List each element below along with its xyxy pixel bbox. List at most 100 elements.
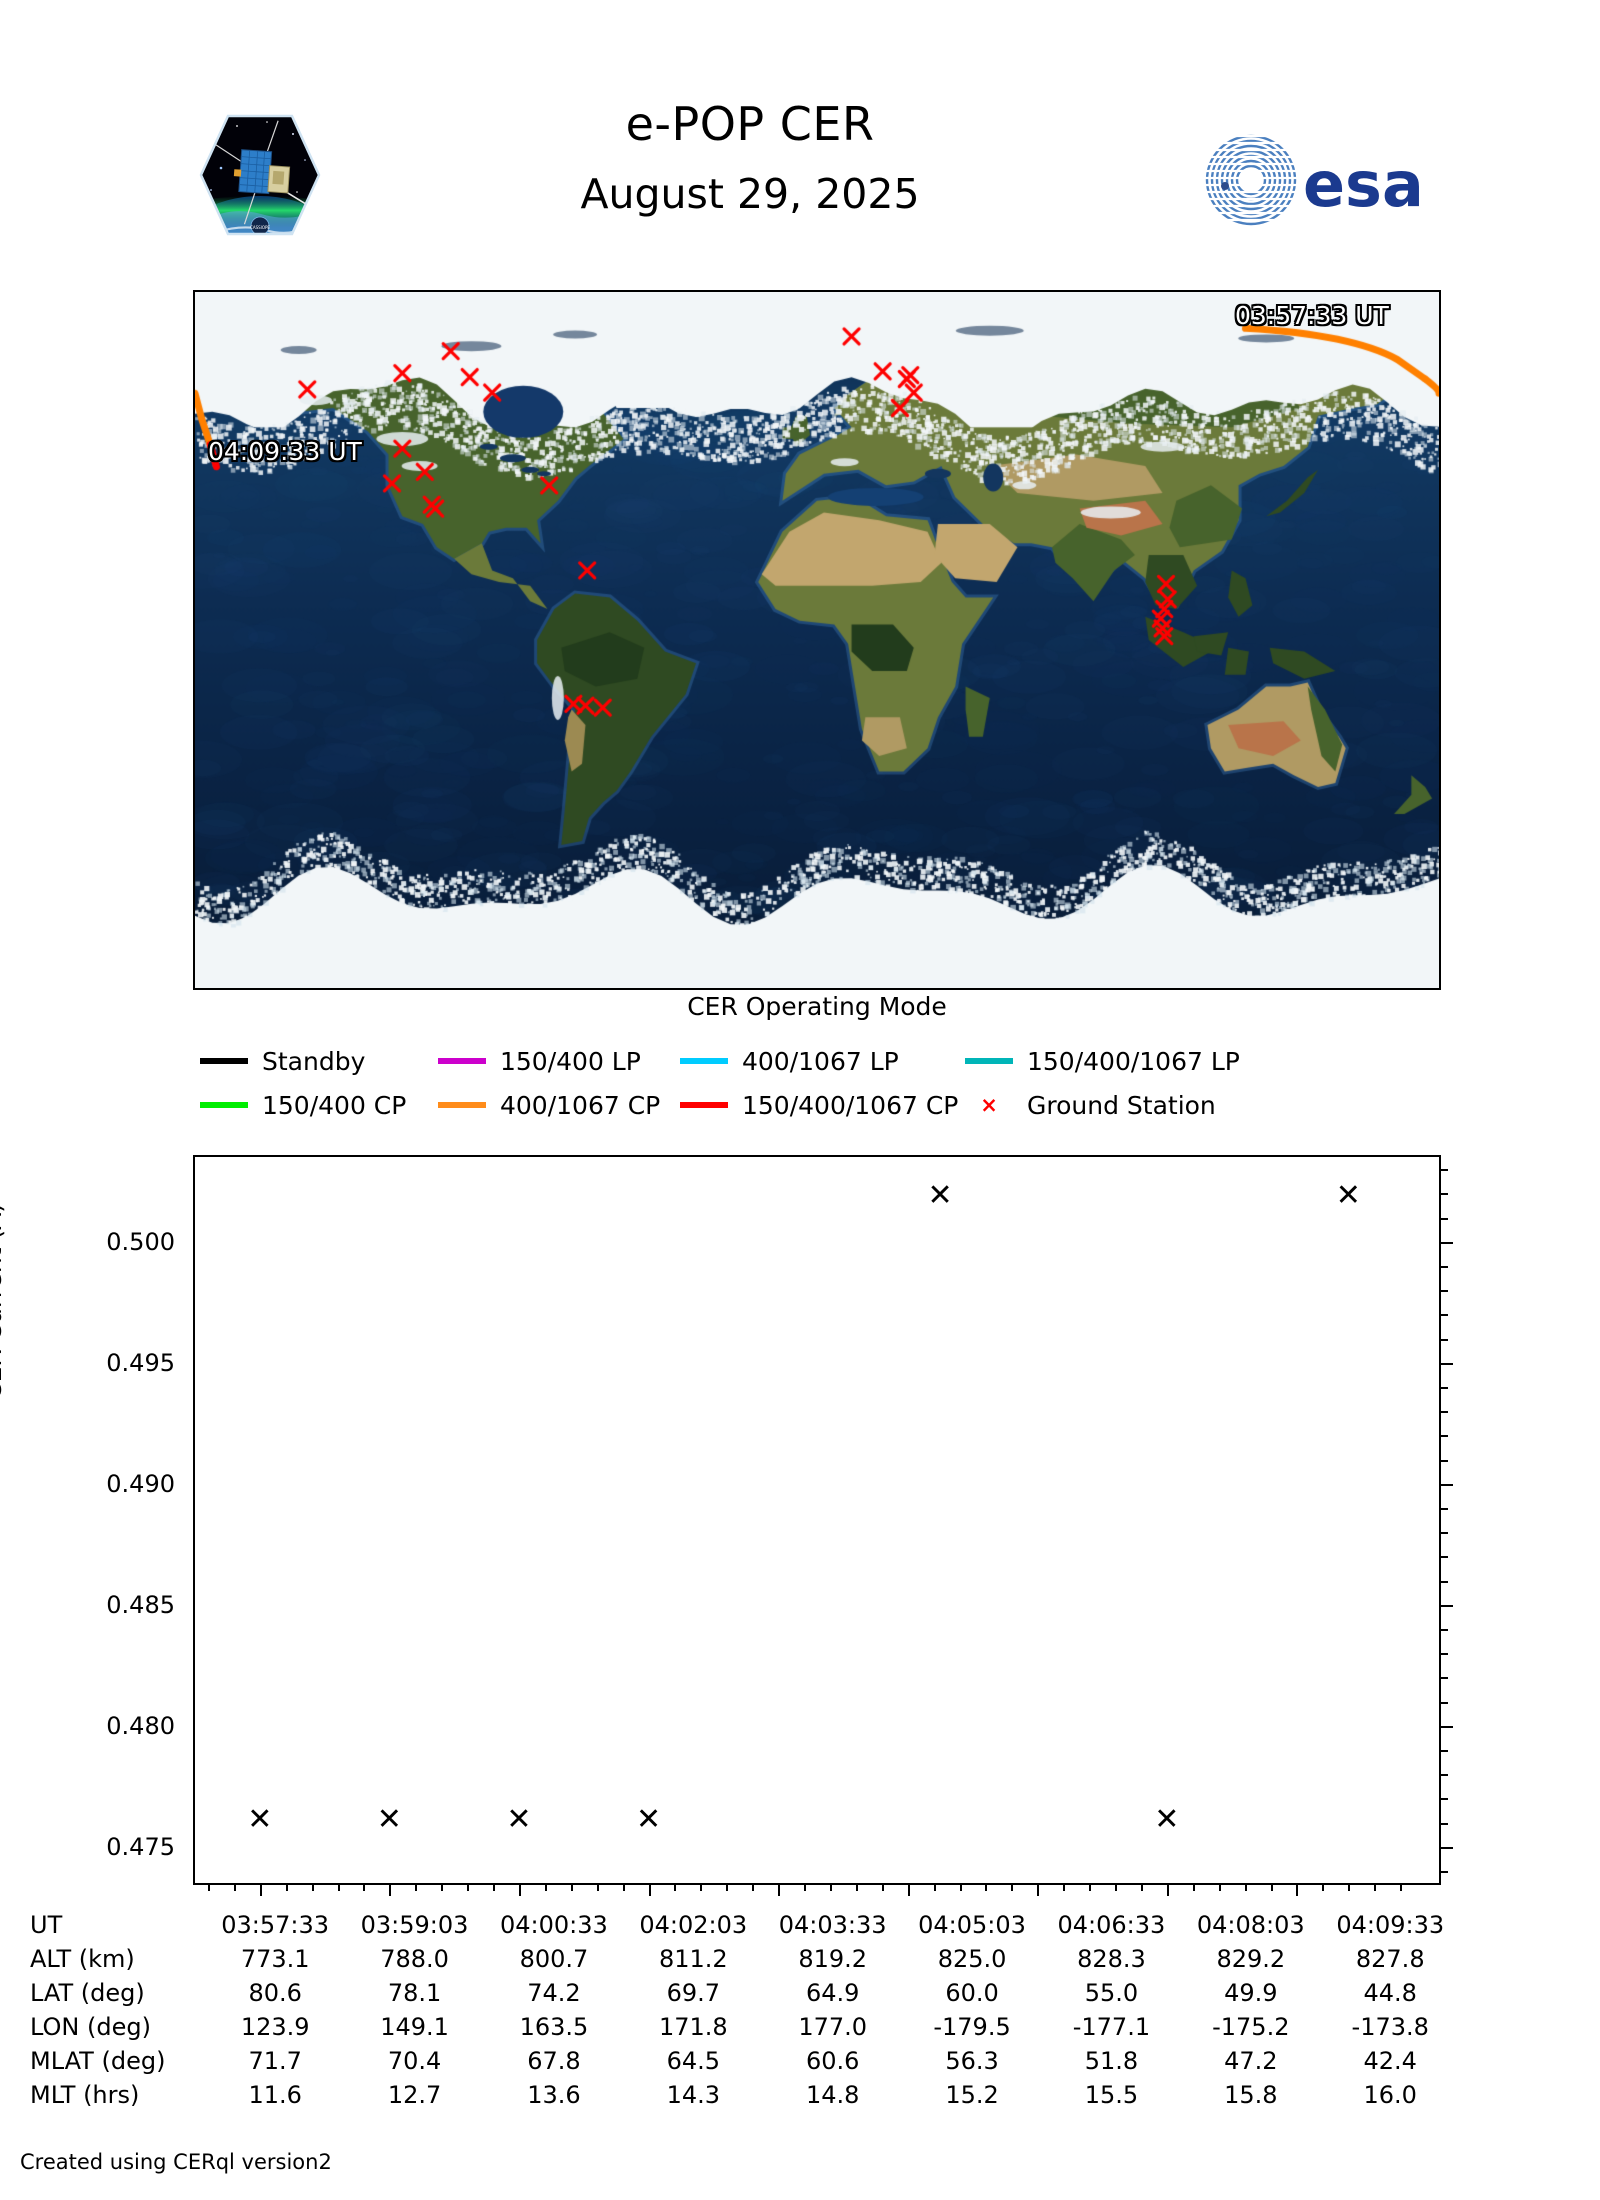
y-axis-major-tick <box>1441 1605 1453 1607</box>
y-axis-tick-label: 0.485 <box>35 1591 175 1619</box>
legend-item-label: 150/400/1067 LP <box>1027 1047 1240 1076</box>
legend-item-label: Ground Station <box>1027 1091 1216 1120</box>
x-axis-minor-tick <box>1400 1883 1402 1891</box>
y-axis-minor-tick <box>1441 1435 1448 1437</box>
legend-item-label: 150/400 CP <box>262 1091 406 1120</box>
legend-row: Standby 150/400 LP 400/1067 LP 150/400/1067… <box>200 1040 1450 1082</box>
table-cell: 811.2 <box>624 1942 763 1976</box>
table-cell: 60.6 <box>763 2044 902 2078</box>
table-cell: 04:06:33 <box>1042 1908 1181 1942</box>
table-cell: 44.8 <box>1320 1976 1460 2010</box>
x-axis-minor-tick <box>830 1883 832 1891</box>
y-axis-minor-tick <box>1441 1314 1448 1316</box>
table-cell: 67.8 <box>484 2044 623 2078</box>
x-axis-minor-tick <box>752 1883 754 1891</box>
legend-item-label: Standby <box>262 1047 365 1076</box>
x-axis-minor-tick <box>856 1883 858 1891</box>
table-cell: 828.3 <box>1042 1942 1181 1976</box>
table-cell: 42.4 <box>1320 2044 1460 2078</box>
y-axis-minor-tick <box>1441 1508 1448 1510</box>
y-axis-minor-tick <box>1441 1266 1448 1268</box>
table-cell: 55.0 <box>1042 1976 1181 2010</box>
y-axis-title: CER Current (A) <box>0 1203 7 1400</box>
plot-data-area: ✕ ✕ ✕ ✕ ✕ ✕ ✕ <box>195 1157 1439 1883</box>
x-axis-minor-tick <box>571 1883 573 1891</box>
x-axis-minor-tick <box>338 1883 340 1891</box>
world-map-panel[interactable] <box>193 290 1441 990</box>
footer-credit: Created using CERql version2 <box>20 2150 332 2174</box>
page-header: CASSIOPE e-POP CER August 29, 2025 <box>0 0 1600 280</box>
y-axis-minor-tick <box>1441 1823 1448 1825</box>
y-axis-minor-tick <box>1441 1556 1448 1558</box>
x-axis-minor-tick <box>1348 1883 1350 1891</box>
table-row-label: UT <box>30 1908 205 1942</box>
x-axis-minor-tick <box>441 1883 443 1891</box>
legend-color-swatch <box>438 1058 486 1064</box>
table-cell: 15.8 <box>1181 2078 1320 2112</box>
x-axis-minor-tick <box>1011 1883 1013 1891</box>
y-axis-minor-tick <box>1441 1581 1448 1583</box>
plot-data-point: ✕ <box>928 1181 953 1211</box>
table-cell: 773.1 <box>205 1942 344 1976</box>
table-cell: -173.8 <box>1320 2010 1460 2044</box>
y-axis-minor-tick <box>1441 1290 1448 1292</box>
ephemeris-table-body: UT 03:57:33 03:59:03 04:00:33 04:02:03 04:03:… <box>30 1908 1460 2112</box>
plot-data-point: ✕ <box>506 1805 531 1835</box>
legend-item-150-400-cp: 150/400 CP <box>200 1084 406 1126</box>
page-date: August 29, 2025 <box>400 167 1100 221</box>
y-axis-tick-label: 0.495 <box>35 1349 175 1377</box>
plot-data-point: ✕ <box>1154 1805 1179 1835</box>
x-axis-minor-tick <box>700 1883 702 1891</box>
y-axis-minor-tick <box>1441 1774 1448 1776</box>
esa-wordmark: esa <box>1303 148 1424 221</box>
table-cell: 69.7 <box>624 1976 763 2010</box>
legend-row: 150/400 CP 400/1067 CP 150/400/1067 CP × Gro… <box>200 1084 1450 1126</box>
table-cell: 04:09:33 <box>1320 1908 1460 1942</box>
cer-current-plot[interactable]: ✕ ✕ ✕ ✕ ✕ ✕ ✕ <box>193 1155 1441 1885</box>
y-axis-tick-label: 0.480 <box>35 1712 175 1740</box>
x-axis-minor-tick <box>674 1883 676 1891</box>
x-axis-major-tick <box>908 1883 910 1896</box>
table-row-label: MLAT (deg) <box>30 2044 205 2078</box>
y-axis-major-tick <box>1441 1484 1453 1486</box>
x-axis-minor-tick <box>960 1883 962 1891</box>
x-axis-minor-tick <box>726 1883 728 1891</box>
table-cell: -175.2 <box>1181 2010 1320 2044</box>
operating-mode-legend: Standby 150/400 LP 400/1067 LP 150/400/1067… <box>200 1040 1450 1130</box>
table-cell: 03:57:33 <box>205 1908 344 1942</box>
legend-item-standby: Standby <box>200 1040 365 1082</box>
legend-item-400-1067-lp: 400/1067 LP <box>680 1040 899 1082</box>
x-axis-major-tick <box>1037 1883 1039 1896</box>
legend-item-label: 400/1067 LP <box>742 1047 899 1076</box>
y-axis-major-tick <box>1441 1363 1453 1365</box>
x-axis-major-tick <box>649 1883 651 1896</box>
table-row-label: LAT (deg) <box>30 1976 205 2010</box>
table-cell: 788.0 <box>345 1942 484 1976</box>
table-cell: 56.3 <box>902 2044 1041 2078</box>
table-cell: 15.2 <box>902 2078 1041 2112</box>
x-axis-major-tick <box>1296 1883 1298 1896</box>
table-cell: 819.2 <box>763 1942 902 1976</box>
y-axis-minor-tick <box>1441 1653 1448 1655</box>
x-axis-minor-tick <box>1219 1883 1221 1891</box>
ground-station-icon: × <box>965 1095 1013 1116</box>
ephemeris-table: UT 03:57:33 03:59:03 04:00:33 04:02:03 04:03:… <box>30 1908 1570 2112</box>
table-cell: 15.5 <box>1042 2078 1181 2112</box>
world-map-canvas[interactable] <box>195 292 1439 988</box>
table-cell: 47.2 <box>1181 2044 1320 2078</box>
x-axis-minor-tick <box>804 1883 806 1891</box>
legend-color-swatch <box>438 1102 486 1108</box>
table-cell: 16.0 <box>1320 2078 1460 2112</box>
legend-item-ground-station: × Ground Station <box>965 1084 1216 1126</box>
table-cell: 64.5 <box>624 2044 763 2078</box>
legend-item-label: 150/400/1067 CP <box>742 1091 958 1120</box>
y-axis-tick-label: 0.475 <box>35 1833 175 1861</box>
x-axis-minor-tick <box>882 1883 884 1891</box>
table-row-label: LON (deg) <box>30 2010 205 2044</box>
y-axis-major-tick <box>1441 1847 1453 1849</box>
x-axis-minor-tick <box>312 1883 314 1891</box>
x-axis-minor-tick <box>623 1883 625 1891</box>
table-cell: 78.1 <box>345 1976 484 2010</box>
plot-data-point: ✕ <box>636 1805 661 1835</box>
legend-item-400-1067-cp: 400/1067 CP <box>438 1084 660 1126</box>
